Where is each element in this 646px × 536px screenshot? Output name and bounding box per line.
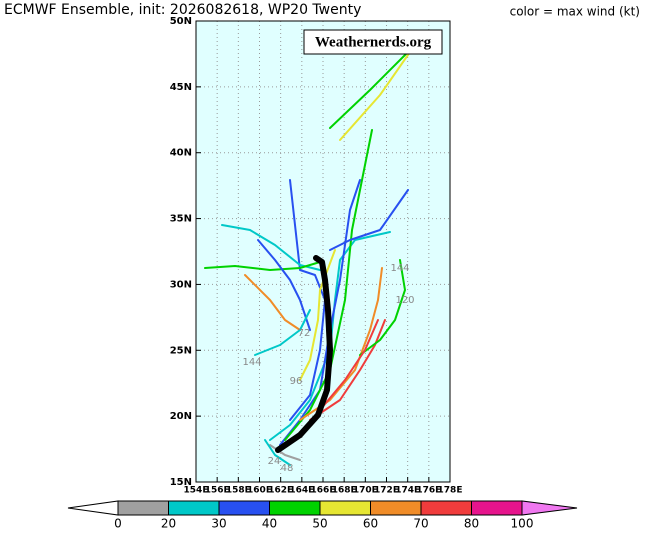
colorbar-tick-label: 30 <box>211 517 226 531</box>
colorbar-under <box>67 500 119 516</box>
x-tick-label: 168E <box>332 486 357 496</box>
colorbar-segment <box>117 500 169 516</box>
track <box>244 274 301 331</box>
y-tick-label: 15N <box>170 477 192 488</box>
watermark: Weathernerds.org <box>315 34 432 50</box>
colorbar-tick-label: 80 <box>464 517 479 531</box>
x-tick-label: 160E <box>247 486 272 496</box>
x-tick-label: 176E <box>416 486 441 496</box>
colorbar-segment <box>218 500 270 516</box>
y-tick-label: 20N <box>170 411 192 422</box>
mean-track <box>275 255 333 453</box>
x-tick-label: 166E <box>311 486 336 496</box>
x-tick-label: 174E <box>395 486 420 496</box>
track <box>329 189 409 251</box>
x-tick-label: 156E <box>205 486 230 496</box>
track <box>359 259 406 356</box>
colorbar-segment <box>370 500 422 516</box>
forecast-hour-label: 72 <box>298 328 311 339</box>
colorbar-tick-label: 70 <box>413 517 428 531</box>
map-area <box>196 21 450 482</box>
forecast-hour-label: 96 <box>290 376 303 387</box>
track <box>284 129 373 441</box>
x-tick-label: 170E <box>353 486 378 496</box>
y-tick-label: 45N <box>170 82 192 93</box>
track <box>319 319 379 411</box>
y-tick-label: 25N <box>170 345 192 356</box>
y-tick-label: 40N <box>170 148 192 159</box>
colorbar-tick-label: 20 <box>161 517 176 531</box>
x-tick-label: 158E <box>226 486 251 496</box>
x-tick-label: 154E <box>184 486 209 496</box>
track <box>329 49 411 129</box>
colorbar-tick-label: 50 <box>312 517 327 531</box>
colorbar-segment <box>471 500 523 516</box>
colorbar-segment <box>319 500 371 516</box>
x-tick-label: 164E <box>289 486 314 496</box>
track <box>257 239 311 331</box>
track <box>254 309 311 356</box>
colorbar-tick-label: 60 <box>363 517 378 531</box>
track <box>204 261 321 271</box>
x-tick-label: 162E <box>268 486 293 496</box>
forecast-hour-label: 48 <box>281 463 294 474</box>
track <box>309 319 386 421</box>
y-tick-label: 30N <box>170 279 192 290</box>
track <box>264 439 291 466</box>
watermark-box <box>303 29 443 55</box>
colorbar-tick-label: 0 <box>114 517 122 531</box>
forecast-hour-label: 144 <box>242 357 261 368</box>
colorbar-caption: color = max wind (kt) <box>510 5 640 19</box>
forecast-hour-label: 120 <box>395 295 414 306</box>
colorbar-tick-label: 40 <box>262 517 277 531</box>
colorbar-tick-label: 100 <box>511 517 534 531</box>
forecast-hour-label: 144 <box>390 263 409 274</box>
track <box>269 231 391 441</box>
colorbar: 0 20 30 40 50 60 70 80 100 <box>67 500 578 531</box>
x-tick-label: 172E <box>374 486 399 496</box>
y-tick-label: 35N <box>170 214 192 225</box>
colorbar-segment <box>269 500 321 516</box>
colorbar-over <box>521 500 578 516</box>
forecast-hour-label: 24 <box>268 456 281 467</box>
colorbar-segment <box>420 500 472 516</box>
colorbar-segment <box>168 500 220 516</box>
x-tick-label: 178E <box>438 486 463 496</box>
tracks <box>204 49 411 466</box>
track <box>339 51 411 141</box>
track <box>269 444 301 461</box>
y-tick-label: 50N <box>170 16 192 27</box>
chart-title: ECMWF Ensemble, init: 2026082618, WP20 T… <box>4 2 361 18</box>
